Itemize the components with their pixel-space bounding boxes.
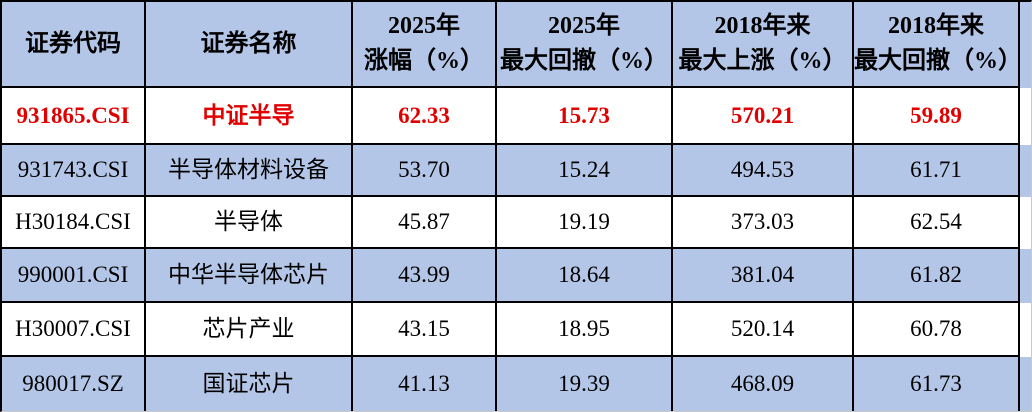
right-spill-strip [1020, 303, 1031, 357]
table-row-cell-name: 国证芯片 [146, 357, 353, 411]
column-header-2018-max-rise: 2018年来 最大上涨（%） [673, 2, 854, 88]
table-row-cell-2018-max-rise: 520.14 [673, 303, 854, 357]
table-row-cell-name: 半导体 [146, 197, 353, 249]
table-row-cell-name: 半导体材料设备 [146, 145, 353, 197]
table-row-cell-2025-max-drawdown: 18.95 [497, 303, 673, 357]
table-row-cell-2025-gain: 41.13 [353, 357, 497, 411]
table-row-cell-2018-max-drawdown: 61.82 [854, 249, 1020, 303]
table-row-cell-2018-max-drawdown: 61.73 [854, 357, 1020, 411]
table-row-cell-code: 990001.CSI [2, 249, 146, 303]
column-header-2018-max-drawdown: 2018年来 最大回撤（%） [854, 2, 1020, 88]
table-row-cell-2025-max-drawdown: 15.24 [497, 145, 673, 197]
table-row-cell-name: 芯片产业 [146, 303, 353, 357]
table-row-cell-2018-max-drawdown: 61.71 [854, 145, 1020, 197]
right-spill-strip [1020, 197, 1031, 249]
table-row-cell-code: H30007.CSI [2, 303, 146, 357]
column-header-2025-gain: 2025年 涨幅（%） [353, 2, 497, 88]
table-row-cell-2025-gain: 62.33 [353, 88, 497, 145]
right-spill-strip [1020, 357, 1031, 411]
table-row-cell-2018-max-rise: 373.03 [673, 197, 854, 249]
table-row-cell-2025-max-drawdown: 15.73 [497, 88, 673, 145]
table-row-cell-2018-max-rise: 570.21 [673, 88, 854, 145]
table-row-cell-2018-max-drawdown: 62.54 [854, 197, 1020, 249]
table-row-cell-code: H30184.CSI [2, 197, 146, 249]
table-row-cell-code: 931743.CSI [2, 145, 146, 197]
table-row-cell-code: 980017.SZ [2, 357, 146, 411]
right-spill-strip [1020, 2, 1031, 88]
table-row-cell-2025-gain: 53.70 [353, 145, 497, 197]
table-row-cell-2018-max-rise: 381.04 [673, 249, 854, 303]
right-spill-strip [1020, 88, 1031, 145]
table-row-cell-name: 中华半导体芯片 [146, 249, 353, 303]
right-spill-strip [1020, 145, 1031, 197]
table-row-cell-2025-max-drawdown: 18.64 [497, 249, 673, 303]
table-row-cell-2018-max-drawdown: 59.89 [854, 88, 1020, 145]
table-row-cell-2025-gain: 45.87 [353, 197, 497, 249]
table-row-cell-2018-max-rise: 468.09 [673, 357, 854, 411]
column-header-name: 证券名称 [146, 2, 353, 88]
column-header-code: 证券代码 [2, 2, 146, 88]
table-row-cell-name: 中证半导 [146, 88, 353, 145]
table-row-cell-code: 931865.CSI [2, 88, 146, 145]
table-row-cell-2025-gain: 43.99 [353, 249, 497, 303]
column-header-2025-max-drawdown: 2025年 最大回撤（%） [497, 2, 673, 88]
table-row-cell-2025-max-drawdown: 19.19 [497, 197, 673, 249]
table-row-cell-2025-max-drawdown: 19.39 [497, 357, 673, 411]
right-spill-strip [1020, 249, 1031, 303]
table-row-cell-2018-max-rise: 494.53 [673, 145, 854, 197]
table-row-cell-2018-max-drawdown: 60.78 [854, 303, 1020, 357]
table-row-cell-2025-gain: 43.15 [353, 303, 497, 357]
